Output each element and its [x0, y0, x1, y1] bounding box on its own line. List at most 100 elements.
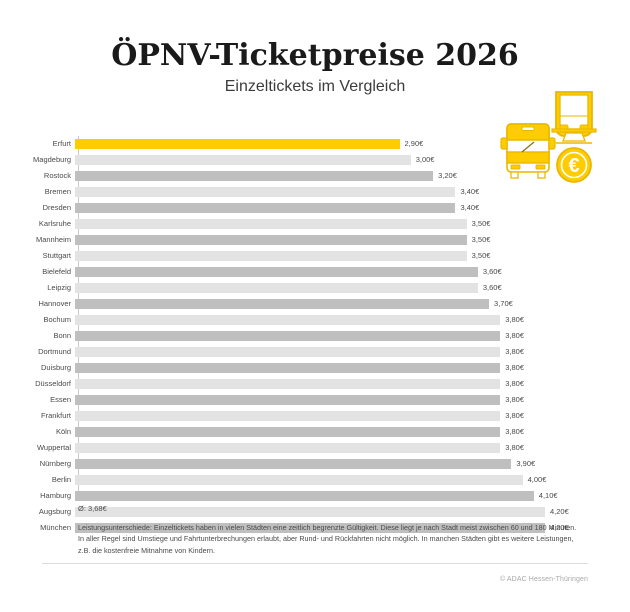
table-row[interactable]: Augsburg 4,20€: [0, 504, 630, 520]
bar-track: 3,80€: [75, 376, 630, 392]
table-row[interactable]: Düsseldorf 3,80€: [0, 376, 630, 392]
svg-text:€: €: [568, 155, 579, 177]
table-row[interactable]: Bochum 3,80€: [0, 312, 630, 328]
row-label-hamburg: Hamburg: [40, 491, 71, 501]
bar-value-label: 3,80€: [505, 331, 525, 341]
bar: [75, 475, 523, 485]
table-row[interactable]: Essen 3,80€: [0, 392, 630, 408]
table-row[interactable]: Karlsruhe 3,50€: [0, 216, 630, 232]
bar-track: 3,80€: [75, 424, 630, 440]
row-label-frankfurt: Frankfurt: [40, 411, 71, 421]
table-row[interactable]: Bonn 3,80€: [0, 328, 630, 344]
bar-value-label: 4,10€: [538, 491, 558, 501]
table-row[interactable]: Duisburg 3,80€: [0, 360, 630, 376]
row-label-erfurt: Erfurt: [52, 139, 71, 149]
bar-track: 4,20€: [75, 504, 630, 520]
row-label-leipzig: Leipzig: [47, 283, 71, 293]
row-label-rostock: Rostock: [43, 171, 71, 181]
bar: [75, 187, 456, 197]
bar-track: 3,80€: [75, 344, 630, 360]
bar: [75, 363, 501, 373]
bar: [75, 459, 512, 469]
bus-icon: [500, 123, 556, 179]
bar: [75, 411, 501, 421]
table-row[interactable]: Hannover 3,70€: [0, 296, 630, 312]
table-row[interactable]: Nürnberg 3,90€: [0, 456, 630, 472]
note-description: Leistungsunterschiede: Einzeltickets hab…: [78, 522, 577, 555]
bar-track: 3,60€: [75, 280, 630, 296]
bar: [75, 507, 545, 517]
bar: [75, 299, 490, 309]
bar: [75, 395, 501, 405]
footer-divider: [42, 563, 588, 564]
row-label-duisburg: Duisburg: [40, 363, 71, 373]
bar: [75, 427, 501, 437]
table-row[interactable]: Rostock 3,20€: [0, 168, 630, 184]
bar-track: 3,80€: [75, 328, 630, 344]
bar: [75, 219, 467, 229]
average-value: Ø: 3,68€: [78, 504, 107, 513]
bar-track: 3,50€: [75, 248, 630, 264]
table-row[interactable]: Bremen 3,40€: [0, 184, 630, 200]
row-label-wuppertal: Wuppertal: [36, 443, 71, 453]
bar-value-label: 3,80€: [505, 363, 525, 373]
bar-value-label: 3,00€: [415, 155, 435, 165]
row-label-stuttgart: Stuttgart: [42, 251, 71, 261]
table-row[interactable]: Dresden 3,40€: [0, 200, 630, 216]
table-row[interactable]: Berlin 4,00€: [0, 472, 630, 488]
bar: [75, 379, 501, 389]
page-header: ÖPNV-Ticketpreise 2026 Einzeltickets im …: [0, 0, 630, 96]
row-label-mannheim: Mannheim: [35, 235, 71, 245]
row-label-dortmund: Dortmund: [38, 347, 71, 357]
bar-value-label: 3,80€: [505, 411, 525, 421]
table-row[interactable]: Mannheim 3,50€: [0, 232, 630, 248]
bar-track: 4,10€: [75, 488, 630, 504]
tram-icon: [551, 91, 597, 144]
bar: [75, 251, 467, 261]
table-row[interactable]: Frankfurt 3,80€: [0, 408, 630, 424]
table-row[interactable]: Wuppertal 3,80€: [0, 440, 630, 456]
copyright-label: © ADAC Hessen-Thüringen: [500, 576, 588, 583]
bar-track: 3,80€: [75, 312, 630, 328]
bar-track: 4,20€: [75, 520, 630, 536]
table-row[interactable]: Stuttgart 3,50€: [0, 248, 630, 264]
row-label-dresden: Dresden: [42, 203, 71, 213]
table-row[interactable]: Köln 3,80€: [0, 424, 630, 440]
row-label-bremen: Bremen: [44, 187, 71, 197]
bar-track: 4,00€: [75, 472, 630, 488]
row-label-magdeburg: Magdeburg: [33, 155, 71, 165]
table-row[interactable]: Leipzig 3,60€: [0, 280, 630, 296]
row-label-köln: Köln: [55, 427, 71, 437]
bar-value-label: 3,50€: [471, 251, 491, 261]
bar-value-label: 2,90€: [404, 139, 424, 149]
bar-value-label: 3,50€: [471, 219, 491, 229]
bar-value-label: 4,20€: [550, 523, 569, 533]
table-row[interactable]: Bielefeld 3,60€: [0, 264, 630, 280]
bar-track: 3,70€: [75, 296, 630, 312]
row-label-berlin: Berlin: [51, 475, 71, 485]
bar-track: 3,80€: [75, 440, 630, 456]
table-row[interactable]: Dortmund 3,80€: [0, 344, 630, 360]
chart-rows: Erfurt 2,90€ Magdeburg 3,00€ Rostock 3,20€ Bre…: [0, 136, 630, 536]
table-row[interactable]: München 4,20€: [0, 520, 630, 536]
table-row[interactable]: Erfurt 2,90€: [0, 136, 630, 152]
bar: [75, 203, 456, 213]
chart-notes: Ø: 3,68€ Leistungsunterschiede: Einzelti…: [78, 505, 578, 556]
bar-track: 3,50€: [75, 232, 630, 248]
row-label-nürnberg: Nürnberg: [39, 459, 71, 469]
bar-value-label: 3,40€: [460, 187, 480, 197]
bar-value-label: 3,80€: [505, 347, 525, 357]
bar-value-label: 3,50€: [471, 235, 491, 245]
bar: [75, 283, 478, 293]
table-row[interactable]: Magdeburg 3,00€: [0, 152, 630, 168]
page-title: ÖPNV-Ticketpreise 2026: [111, 38, 519, 73]
bar-value-label: 3,60€: [482, 283, 502, 293]
bar-track: 3,90€: [75, 456, 630, 472]
table-row[interactable]: Hamburg 4,10€: [0, 488, 630, 504]
bar-track: 3,60€: [75, 264, 630, 280]
bar-track: 3,20€: [75, 168, 630, 184]
bar: [75, 315, 501, 325]
bar-value-label: 3,40€: [460, 203, 480, 213]
bar-value-label: 3,80€: [505, 315, 525, 325]
row-label-essen: Essen: [50, 395, 71, 405]
